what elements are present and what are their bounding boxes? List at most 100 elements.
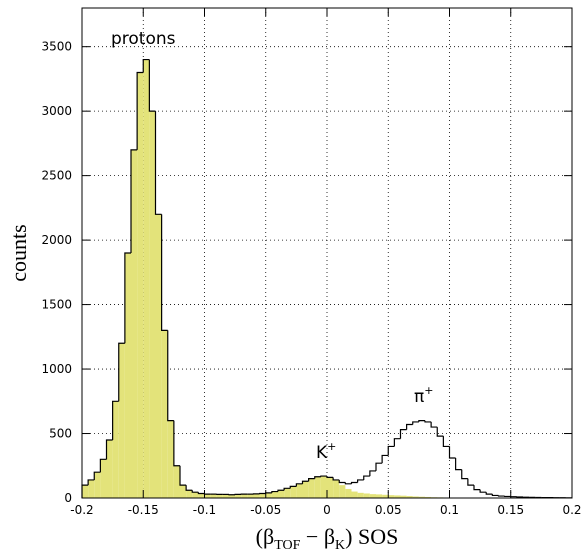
step [363, 475, 370, 480]
x-tick-label: 0.15 [497, 503, 524, 517]
step [203, 493, 211, 495]
x-axis-label: (βTOF − βK) SOS [256, 524, 399, 553]
step [455, 458, 462, 471]
step [442, 436, 450, 448]
bar [229, 494, 236, 498]
step [338, 479, 346, 484]
step [393, 438, 401, 447]
bar [418, 496, 425, 498]
step [375, 462, 383, 471]
step [191, 490, 199, 493]
step [448, 446, 456, 459]
step [320, 475, 327, 477]
y-tick-label: 3000 [41, 104, 72, 118]
bar [82, 485, 89, 498]
step [357, 479, 364, 483]
step [301, 480, 309, 484]
annotation: π+ [414, 384, 433, 407]
bar [376, 494, 383, 498]
step [105, 439, 113, 460]
bar [394, 495, 401, 498]
step [491, 494, 499, 497]
x-tick-label: 0.05 [375, 503, 402, 517]
step [112, 400, 119, 440]
x-axis-label-part: (β [256, 524, 275, 549]
bar [222, 494, 229, 498]
annotation-sup: + [424, 384, 433, 397]
x-axis-label-sub: K [335, 538, 345, 553]
bar [106, 439, 113, 498]
step [436, 427, 444, 437]
bar [241, 494, 248, 498]
step [283, 487, 291, 491]
step [381, 454, 389, 464]
annotation: K+ [316, 440, 336, 463]
step [412, 421, 419, 425]
bar [180, 485, 187, 498]
bar [186, 490, 193, 498]
step [424, 420, 432, 423]
bar [363, 493, 370, 498]
bar [271, 491, 278, 498]
step [185, 485, 193, 491]
bar [155, 214, 162, 498]
step [99, 458, 107, 473]
step [265, 492, 272, 494]
step [467, 478, 474, 486]
bar [400, 495, 407, 498]
step [308, 478, 315, 482]
bar [149, 111, 156, 498]
bar [320, 476, 327, 498]
bar [112, 401, 119, 498]
step [485, 492, 493, 495]
step [130, 149, 138, 253]
step [87, 479, 95, 486]
step [289, 485, 297, 489]
step [93, 471, 101, 480]
step [142, 58, 150, 73]
x-tick-label: 0 [323, 503, 331, 517]
annotation-text: protons [111, 29, 176, 49]
bar [137, 72, 144, 498]
bar [284, 488, 291, 498]
step [277, 489, 285, 492]
step [148, 59, 156, 112]
step [399, 429, 407, 439]
bar [167, 420, 174, 498]
bar [118, 343, 125, 498]
bar [173, 465, 180, 498]
bar [100, 459, 107, 498]
bar [345, 488, 352, 498]
x-axis-label-part: ) SOS [345, 524, 398, 549]
bar [278, 490, 285, 498]
bar [339, 485, 346, 498]
step [430, 421, 438, 428]
x-tick-label: -0.05 [250, 503, 281, 517]
x-tick-label: -0.15 [128, 503, 159, 517]
bar [265, 492, 272, 498]
y-tick-label: 1000 [41, 362, 72, 376]
bar [351, 491, 358, 498]
step [118, 342, 125, 402]
y-tick-label: 2000 [41, 233, 72, 247]
bar [235, 494, 242, 498]
bar [333, 479, 340, 498]
bar [161, 330, 168, 498]
bar [192, 492, 199, 498]
step [179, 465, 187, 486]
step [369, 470, 376, 477]
step [295, 483, 303, 487]
x-tick-label: 0.2 [562, 503, 581, 517]
step [167, 330, 174, 422]
bar [369, 494, 376, 498]
annotation-text: π [414, 387, 424, 407]
step [326, 476, 334, 478]
bar [198, 493, 205, 498]
bar [88, 479, 95, 498]
step [461, 469, 468, 480]
bar [406, 496, 413, 498]
step [154, 111, 162, 215]
bar [302, 481, 309, 498]
step [271, 490, 278, 493]
y-tick-label: 0 [64, 491, 72, 505]
